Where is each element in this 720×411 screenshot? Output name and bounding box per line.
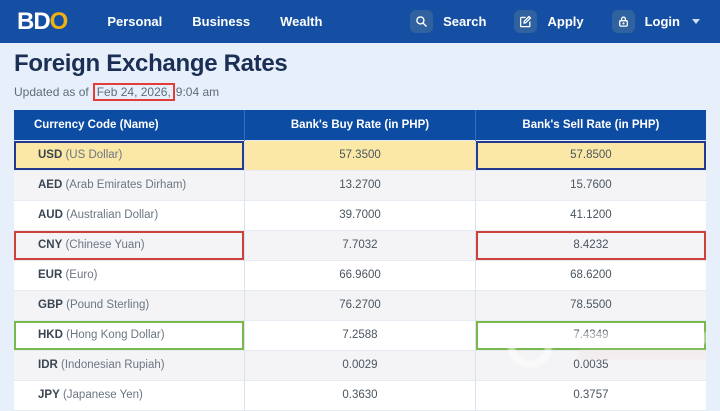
sell-rate: 7.4349 <box>474 319 706 350</box>
apply-icon <box>514 10 538 33</box>
navbar: BDO Personal Business Wealth Search Appl… <box>0 0 720 43</box>
buy-rate: 0.3630 <box>244 379 476 410</box>
buy-rate: 13.2700 <box>244 169 476 200</box>
fx-table-header: Currency Code (Name) Bank's Buy Rate (in… <box>14 110 706 140</box>
buy-rate: 0.0029 <box>244 349 476 380</box>
currency-code: GBP <box>38 299 63 311</box>
logo-text-o: O <box>49 7 69 35</box>
currency-code: AUD <box>38 209 63 221</box>
page-title: Foreign Exchange Rates <box>14 50 288 77</box>
buy-rate: 39.7000 <box>244 199 476 230</box>
currency-code: HKD <box>38 329 63 341</box>
sell-rate: 57.8500 <box>474 139 706 170</box>
currency-code: CNY <box>38 239 63 251</box>
table-row: HKD (Hong Kong Dollar) 7.2588 7.4349 <box>14 319 706 350</box>
table-row: IDR (Indonesian Rupiah) 0.0029 0.0035 <box>14 349 706 380</box>
fx-rates-table: Currency Code (Name) Bank's Buy Rate (in… <box>14 110 706 411</box>
table-row: AED (Arab Emirates Dirham) 13.2700 15.76… <box>14 169 706 200</box>
currency-cell: JPY (Japanese Yen) <box>14 379 245 410</box>
currency-name: (Chinese Yuan) <box>62 239 145 251</box>
currency-code: AED <box>38 179 63 191</box>
currency-name: (Indonesian Rupiah) <box>57 359 165 371</box>
table-row: JPY (Japanese Yen) 0.3630 0.3757 <box>14 379 706 410</box>
search-button[interactable]: Search <box>410 10 486 33</box>
buy-rate: 57.3500 <box>244 139 476 170</box>
header-currency-code: Currency Code (Name) <box>14 110 245 140</box>
bdo-logo[interactable]: BDO <box>17 7 69 36</box>
table-row: AUD (Australian Dollar) 39.7000 41.1200 <box>14 199 706 230</box>
currency-name: (US Dollar) <box>62 149 123 161</box>
currency-cell: AUD (Australian Dollar) <box>14 199 245 230</box>
updated-as-of: Updated as of Feb 24, 2026, 9:04 am <box>14 83 706 101</box>
header-sell-rate: Bank's Sell Rate (in PHP) <box>474 110 706 140</box>
sell-rate: 0.3757 <box>474 379 706 410</box>
nav-link-personal[interactable]: Personal <box>107 14 163 29</box>
currency-name: (Australian Dollar) <box>62 209 159 221</box>
header-buy-rate: Bank's Buy Rate (in PHP) <box>244 110 476 140</box>
buy-rate: 76.2700 <box>244 289 476 320</box>
sell-rate: 41.1200 <box>474 199 706 230</box>
table-row: USD (US Dollar) 57.3500 57.8500 <box>14 139 706 170</box>
updated-time: 9:04 am <box>175 85 220 99</box>
currency-cell: IDR (Indonesian Rupiah) <box>14 349 245 380</box>
sell-rate: 78.5500 <box>474 289 706 320</box>
currency-cell: CNY (Chinese Yuan) <box>14 229 245 260</box>
fx-table-body: USD (US Dollar) 57.3500 57.8500 AED (Ara… <box>14 139 706 411</box>
currency-cell: EUR (Euro) <box>14 259 245 290</box>
lock-icon <box>611 10 635 33</box>
currency-cell: GBP (Pound Sterling) <box>14 289 245 320</box>
login-label: Login <box>644 14 680 29</box>
chevron-down-icon <box>692 19 700 24</box>
currency-code: IDR <box>38 359 58 371</box>
main-nav: Personal Business Wealth <box>107 14 322 29</box>
login-button[interactable]: Login <box>611 10 700 33</box>
currency-code: EUR <box>38 269 63 281</box>
sell-rate: 68.6200 <box>474 259 706 290</box>
currency-name: (Arab Emirates Dirham) <box>62 179 187 191</box>
buy-rate: 7.2588 <box>244 319 476 350</box>
apply-label: Apply <box>547 14 584 29</box>
fx-rates-page: Foreign Exchange Rates Updated as of Feb… <box>0 43 720 411</box>
currency-name: (Hong Kong Dollar) <box>62 329 165 341</box>
sell-rate: 15.7600 <box>474 169 706 200</box>
navbar-actions: Search Apply Login <box>410 10 700 33</box>
nav-link-business[interactable]: Business <box>192 14 251 29</box>
currency-code: USD <box>38 149 63 161</box>
sell-rate: 8.4232 <box>474 229 706 260</box>
search-label: Search <box>443 14 487 29</box>
currency-name: (Japanese Yen) <box>59 389 143 401</box>
currency-cell: HKD (Hong Kong Dollar) <box>14 319 245 350</box>
table-row: GBP (Pound Sterling) 76.2700 78.5500 <box>14 289 706 320</box>
apply-button[interactable]: Apply <box>514 10 584 33</box>
updated-date-annotation-box: Feb 24, 2026, <box>92 83 175 101</box>
buy-rate: 7.7032 <box>244 229 476 260</box>
currency-name: (Pound Sterling) <box>62 299 150 311</box>
table-row: EUR (Euro) 66.9600 68.6200 <box>14 259 706 290</box>
currency-name: (Euro) <box>62 269 98 281</box>
table-row: CNY (Chinese Yuan) 7.7032 8.4232 <box>14 229 706 260</box>
currency-cell: USD (US Dollar) <box>14 139 245 170</box>
search-icon <box>410 10 434 33</box>
updated-prefix: Updated as of <box>14 85 89 99</box>
logo-text-bd: BD <box>17 7 51 35</box>
sell-rate: 0.0035 <box>474 349 706 380</box>
nav-link-wealth[interactable]: Wealth <box>280 14 323 29</box>
currency-cell: AED (Arab Emirates Dirham) <box>14 169 245 200</box>
buy-rate: 66.9600 <box>244 259 476 290</box>
currency-code: JPY <box>38 389 60 401</box>
